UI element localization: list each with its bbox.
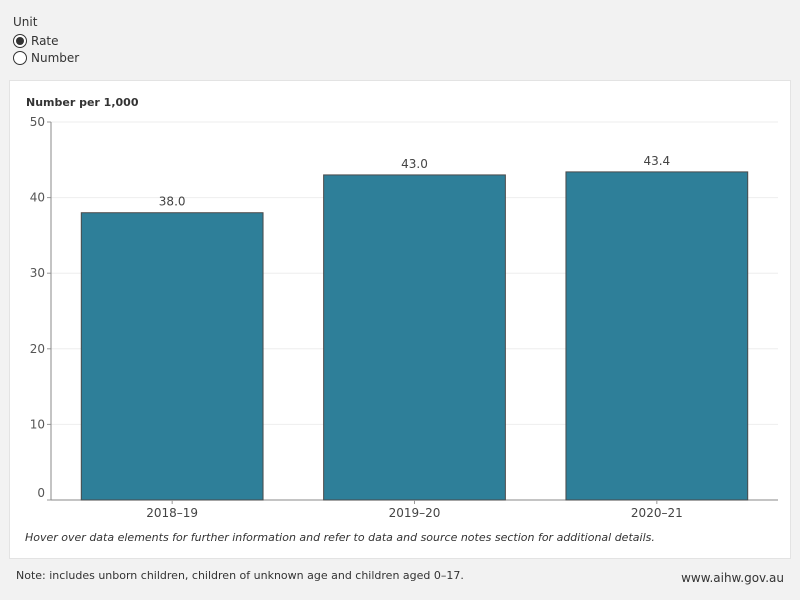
bar-chart: 0 10 20 30 40 50 38.0 2018–19 43.0 2019–20 43.4 202… — [30, 115, 778, 520]
footer-note: Note: includes unborn children, children… — [16, 569, 464, 582]
hover-note: Hover over data elements for further inf… — [25, 531, 655, 544]
data-label: 38.0 — [159, 195, 186, 209]
bar[interactable] — [323, 174, 506, 501]
unit-option-label: Rate — [31, 33, 59, 48]
y-tick-label: 40 — [30, 191, 45, 205]
unit-selector: Unit Rate Number — [13, 15, 213, 66]
unit-option-label: Number — [31, 50, 80, 65]
y-tick-label: 20 — [30, 342, 45, 356]
radio-unchecked-icon[interactable] — [13, 50, 27, 65]
x-tick-label: 2020–21 — [631, 506, 683, 520]
x-tick-label: 2018–19 — [146, 506, 198, 520]
bar[interactable] — [80, 212, 264, 501]
data-label: 43.4 — [643, 154, 670, 168]
unit-option-number[interactable]: Number — [13, 49, 213, 66]
bar[interactable] — [565, 171, 749, 501]
unit-title: Unit — [13, 15, 38, 29]
radio-checked-icon[interactable] — [13, 33, 27, 48]
site-url[interactable]: www.aihw.gov.au — [681, 571, 784, 585]
y-tick-label: 0 — [37, 486, 45, 500]
y-tick-label: 30 — [30, 266, 45, 280]
unit-option-rate[interactable]: Rate — [13, 32, 213, 49]
y-tick-label: 50 — [30, 115, 45, 129]
x-tick-label: 2019–20 — [389, 506, 441, 520]
data-label: 43.0 — [401, 157, 428, 171]
chart-card: Number per 1,000 0 10 20 30 40 50 38.0 2018–19 4… — [9, 80, 791, 559]
y-axis-title: Number per 1,000 — [26, 96, 139, 109]
y-tick-label: 10 — [30, 417, 45, 431]
